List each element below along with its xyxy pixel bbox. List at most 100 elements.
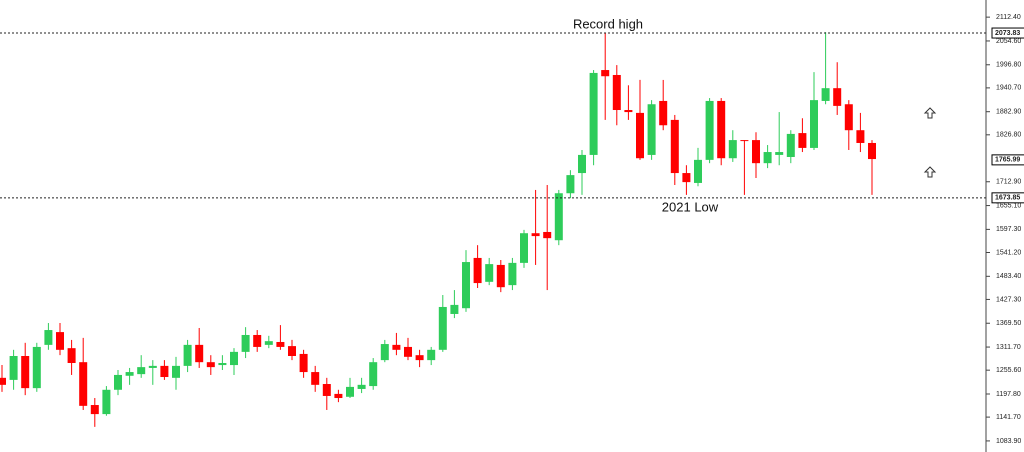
candle-body [543, 231, 552, 239]
candle-body [311, 372, 320, 385]
candle-body [44, 330, 53, 345]
candle-body [346, 386, 354, 397]
candle-body [9, 355, 18, 380]
candle-body [230, 351, 238, 366]
candle-body [705, 100, 714, 160]
candle-body [148, 365, 157, 368]
candle-body [868, 142, 876, 160]
y-tick-label: 1597.30 [996, 226, 1021, 233]
candle-body [90, 405, 99, 415]
y-tick-label: 1427.30 [996, 296, 1021, 303]
candle-body [125, 372, 134, 376]
candle-body [670, 119, 679, 174]
y-tick-label: 1541.20 [996, 249, 1021, 256]
level-label-box [991, 27, 1024, 39]
candle-body [450, 304, 459, 314]
candle-body [32, 346, 41, 389]
y-tick-label: 1255.60 [996, 367, 1021, 374]
candle-body [79, 362, 88, 406]
candle-body [102, 389, 111, 415]
y-tick-label: 1483.40 [996, 273, 1021, 280]
candle-body [276, 341, 285, 347]
y-tick-label: 1311.70 [996, 344, 1021, 351]
y-tick-label: 1141.70 [996, 414, 1021, 421]
candle-body [404, 346, 412, 357]
candle-body [264, 341, 273, 345]
last-price-label: 1765.99 [995, 157, 1020, 164]
y-tick-label: 2112.40 [996, 14, 1021, 21]
candle-body [647, 104, 656, 155]
candle-body [241, 334, 250, 352]
candle-body [520, 233, 528, 263]
candle-body [485, 264, 494, 282]
y-tick-label: 1655.10 [996, 202, 1021, 209]
candle-body [496, 264, 505, 288]
candle-body [415, 355, 424, 361]
candle-body [195, 344, 204, 363]
candle-body [578, 154, 586, 174]
candle-body [0, 377, 6, 385]
candle-body [612, 74, 621, 111]
candle-body [717, 100, 726, 159]
candle-body [206, 362, 215, 368]
candle-body [56, 332, 64, 350]
candle-body [253, 334, 262, 347]
candle-body [160, 365, 169, 378]
candle-body [624, 110, 633, 113]
candle-body [380, 344, 389, 361]
candle-body [462, 262, 470, 309]
candle-body [821, 88, 830, 101]
candle-body [636, 112, 644, 159]
candle-body [21, 355, 30, 389]
annotation: Record high [573, 16, 643, 31]
arrow-icon [923, 107, 937, 119]
candle-body [322, 384, 331, 396]
candle-body [334, 393, 343, 399]
candle-body [114, 374, 122, 390]
candle-body [694, 159, 702, 183]
candle-body [844, 104, 853, 131]
candle-body [798, 133, 807, 148]
y-tick-label: 1369.50 [996, 320, 1021, 327]
y-tick-label: 1882.90 [996, 109, 1021, 116]
candle-body [137, 367, 146, 375]
y-tick-label: 1940.70 [996, 85, 1021, 92]
candle-body [392, 344, 401, 350]
candle-body [589, 72, 598, 155]
candle-body [357, 384, 366, 389]
candle-body [728, 140, 737, 159]
candle-body [531, 233, 540, 237]
y-tick-label: 1996.80 [996, 62, 1021, 69]
candle-body [786, 133, 795, 157]
candle-body [775, 152, 784, 155]
level-label: 1673.85 [995, 195, 1020, 202]
y-tick-label: 1197.80 [996, 391, 1021, 398]
candle-body [288, 346, 296, 356]
y-tick-label: 1712.90 [996, 179, 1021, 186]
level-label-box [991, 192, 1024, 204]
y-tick-label: 1083.90 [996, 438, 1021, 445]
last-price-box [991, 154, 1024, 166]
candle-body [740, 140, 749, 142]
annotation: 2021 Low [662, 199, 719, 214]
y-tick-label: 2054.60 [996, 38, 1021, 45]
candle-body [172, 365, 180, 378]
candle-body [856, 130, 865, 143]
candle-body [566, 175, 575, 194]
candle-body [508, 262, 517, 286]
candle-body [369, 362, 378, 387]
candle-body [601, 70, 610, 77]
candle-body [427, 349, 436, 361]
candle-body [218, 363, 227, 366]
y-tick-label: 1826.80 [996, 132, 1021, 139]
candle-body [473, 257, 482, 284]
candle-body [763, 152, 772, 164]
candle-body [183, 344, 192, 366]
candle-body [67, 348, 76, 364]
candle-body [752, 140, 760, 164]
candle-body [299, 353, 308, 373]
candle-body [554, 193, 563, 241]
